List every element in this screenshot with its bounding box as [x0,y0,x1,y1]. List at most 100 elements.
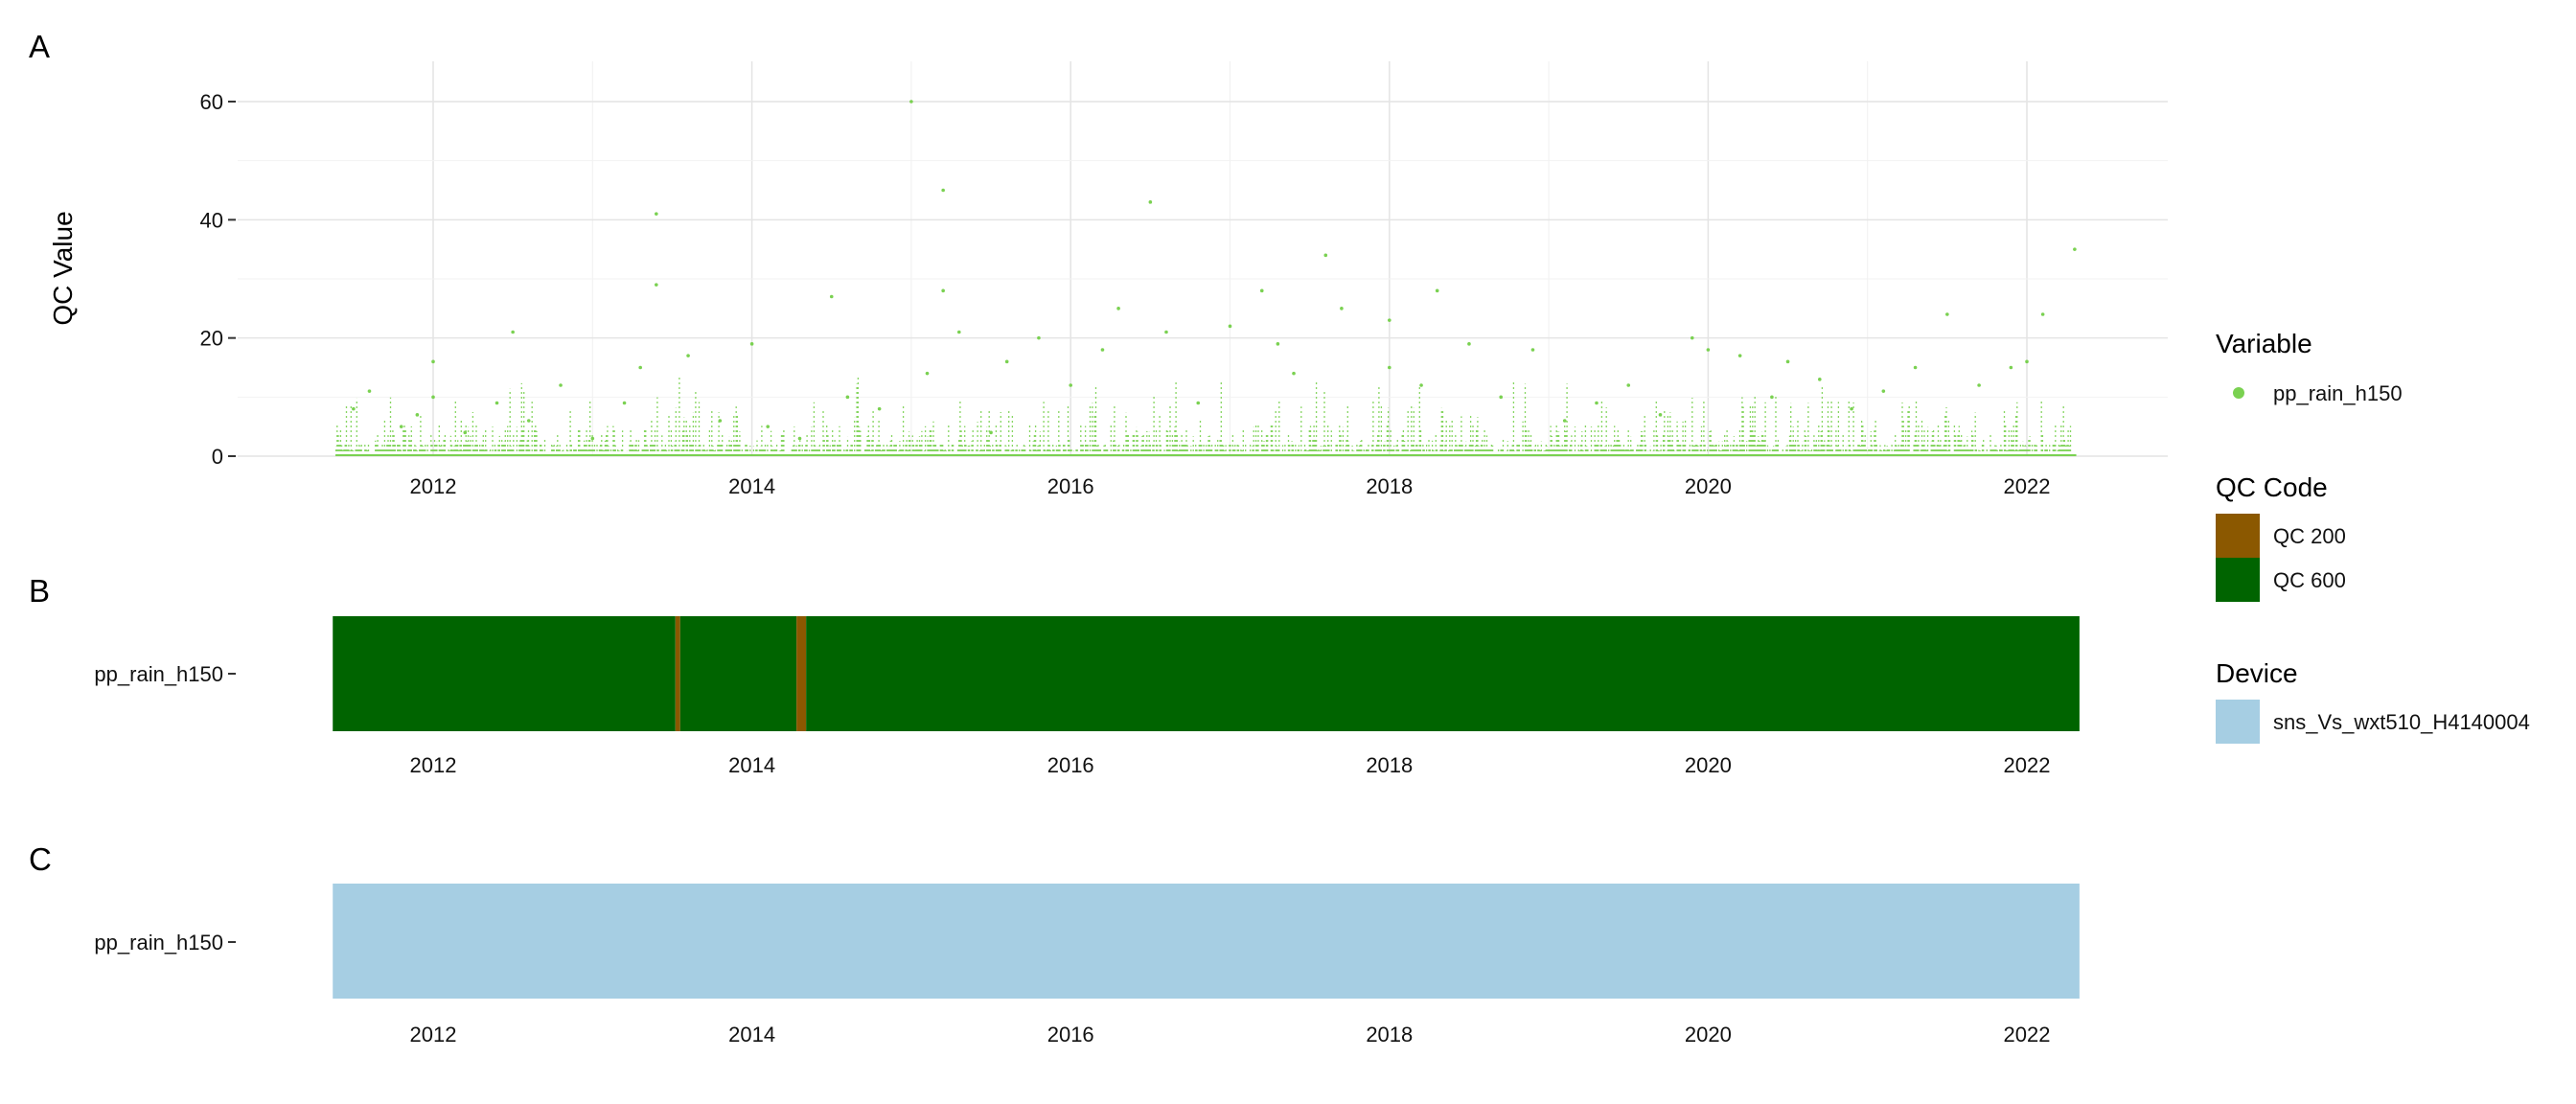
rain-point [956,330,961,334]
rain-point [494,401,499,405]
rain-point [1323,253,1328,258]
rain-point [2009,365,2013,370]
rain-point [829,294,834,299]
rain-point [431,359,435,364]
x-tick-label-2022: 2022 [2004,753,2051,777]
rain-trace [334,375,2076,456]
rain-point [1690,335,1694,340]
rain-point [1595,401,1598,405]
rain-point [1530,348,1535,352]
rain-point [2040,312,2045,316]
rain-point [909,100,913,104]
panel-b-y-label: pp_rain_h150 [94,662,223,686]
rain-point [1658,413,1663,417]
rain-point [1785,359,1790,364]
rain-point [2073,247,2077,251]
rain-point [655,212,658,216]
rain-point [1770,395,1774,400]
x-tick-label-2022: 2022 [2004,474,2051,498]
rain-point [511,330,515,334]
device-segment [333,884,2080,999]
rain-point [718,419,723,423]
rain-point [1626,383,1631,387]
rain-point [1562,419,1567,423]
x-tick-label-2016: 2016 [1047,1023,1094,1046]
legend-variable-key-dot [2233,387,2244,399]
x-tick-label-2018: 2018 [1366,474,1413,498]
rain-point [1004,359,1009,364]
rain-point [941,188,945,193]
x-tick-label-2012: 2012 [410,474,457,498]
rain-point [766,425,770,428]
rain-point [1148,200,1153,204]
panel-c-y-label: pp_rain_h150 [94,931,223,954]
rain-point [845,395,850,400]
rain-point [1037,335,1041,340]
rain-point [367,389,372,393]
panel-a-gridlines [238,61,2168,457]
rain-point [1259,288,1264,293]
legend-device-title: Device [2216,658,2298,688]
rain-point [415,413,420,417]
rain-point [1100,348,1105,352]
x-tick-label-2018: 2018 [1366,753,1413,777]
x-tick-label-2014: 2014 [728,474,775,498]
rain-point [638,365,642,370]
rain-trace-layer [334,375,2077,456]
rain-point [1276,342,1280,346]
panel-b-x-axis: 2012 2014 2016 2018 2020 2022 [410,753,2051,777]
rain-point [431,395,435,400]
rain-point [1850,406,1853,411]
panel-c-device-segments [333,884,2080,999]
x-tick-label-2022: 2022 [2004,1023,2051,1046]
panel-a-points [352,100,2077,441]
panel-a-y-axis-title: QC Value [48,211,78,325]
legend-variable-title: Variable [2216,329,2312,358]
x-tick-label-2014: 2014 [728,753,775,777]
rain-point [463,430,468,435]
rain-point [2025,359,2029,364]
rain-point [1419,383,1423,387]
legend-qc-600-label: QC 600 [2273,568,2346,592]
rain-point [941,288,945,293]
x-tick-label-2012: 2012 [410,1023,457,1046]
panel-a-letter: A [29,29,50,64]
rain-point [352,406,356,411]
panel-c: C pp_rain_h150 2012 2014 2016 2018 2020 2022 [29,841,2080,1046]
panel-a-y-tick-label: 20 [200,327,223,351]
rain-point [1228,324,1232,329]
rain-point [686,354,690,357]
rain-point [877,406,882,411]
rain-point [749,342,754,346]
rain-point [1881,389,1886,393]
rain-point [1435,288,1439,293]
rain-point [559,383,563,387]
legend-device-swatch [2216,700,2260,744]
x-tick-label-2020: 2020 [1685,753,1732,777]
qc-segment-qc-200 [675,616,680,731]
rain-point [1164,330,1168,334]
panel-c-letter: C [29,841,52,877]
rain-point [1388,318,1392,322]
panel-b: B pp_rain_h150 2012 2014 2016 2018 2020 2022 [29,573,2080,777]
x-tick-label-2016: 2016 [1047,753,1094,777]
legend: Variable pp_rain_h150 QC Code QC 200 QC … [2216,329,2530,744]
rain-point [1340,307,1344,310]
panel-a: A 0 20 40 60 2012 2014 2016 2018 2020 2022 QC Va… [29,29,2168,498]
rain-point [622,401,627,405]
rain-point [989,430,993,435]
legend-qc-200-swatch [2216,514,2260,558]
panel-b-letter: B [29,573,50,609]
rain-point [797,436,802,441]
rain-point [1737,354,1742,357]
x-tick-label-2020: 2020 [1685,1023,1732,1046]
x-tick-label-2018: 2018 [1366,1023,1413,1046]
panel-c-x-axis: 2012 2014 2016 2018 2020 2022 [410,1023,2051,1046]
panel-a-y-tick-label: 60 [200,90,223,114]
legend-variable-label: pp_rain_h150 [2273,381,2403,405]
legend-qc-title: QC Code [2216,472,2328,502]
rain-point [1069,383,1072,387]
legend-qc-600-swatch [2216,558,2260,602]
panel-a-y-axis: 0 20 40 60 [200,90,236,469]
x-tick-label-2016: 2016 [1047,474,1094,498]
